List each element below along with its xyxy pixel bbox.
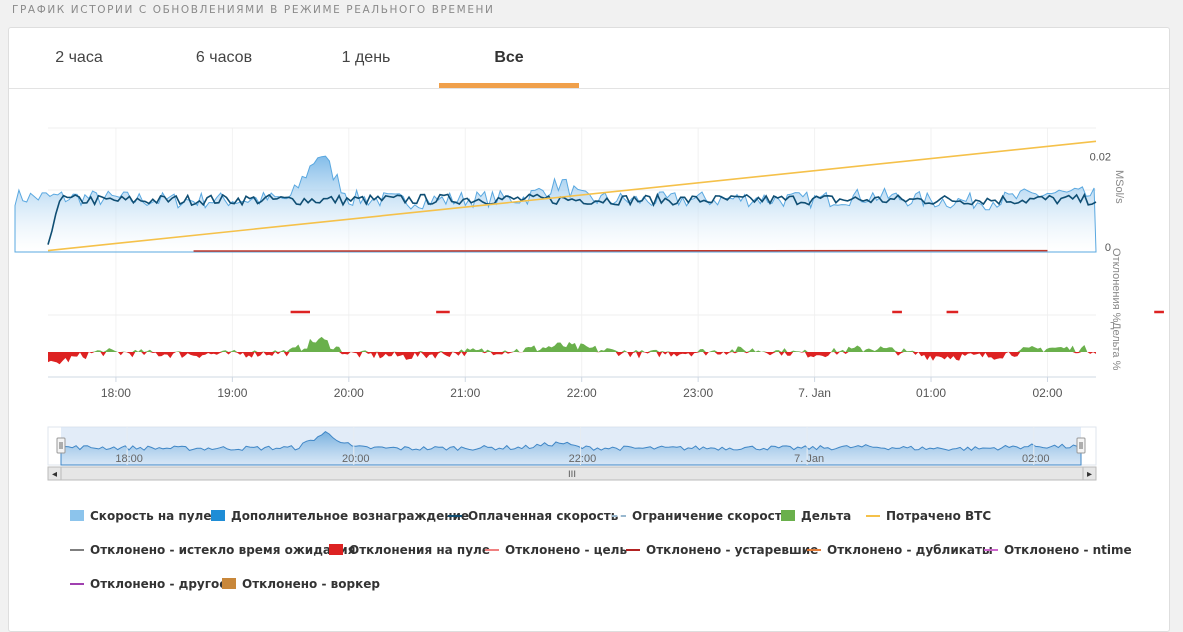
legend-label: Отклонено - воркер — [242, 577, 380, 591]
legend-item-rej-worker[interactable]: Отклонено - воркер — [222, 576, 380, 592]
x-tick-label: 21:00 — [450, 386, 480, 400]
legend-label: Отклонено - ntime — [1004, 543, 1132, 557]
legend-label: Дельта — [801, 509, 851, 523]
legend-label: Отклонения на пуле — [349, 543, 490, 557]
scrollbar-grip-icon: III — [568, 470, 576, 480]
legend-row-3: Отклонено - другое Отклонено - воркер — [70, 576, 1160, 610]
navigator-tick-label: 18:00 — [115, 453, 143, 465]
legend-label: Отклонено - истекло время ожидания — [90, 543, 355, 557]
y-axis-title: MSol/s — [1113, 170, 1125, 204]
legend-item-bonus[interactable]: Дополнительное вознаграждение — [211, 508, 469, 524]
y-axis-title: Отклонения % — [1110, 248, 1122, 323]
navigator-tick-label: 22:00 — [569, 453, 597, 465]
navigator-tick-label: 7. Jan — [794, 453, 824, 465]
legend-label: Отклонено - цель — [505, 543, 627, 557]
legend-item-speed-limit[interactable]: Ограничение скорости — [612, 508, 790, 524]
box-swatch-icon — [70, 510, 84, 521]
series-area-delta-positive — [48, 337, 1096, 352]
legend-label: Оплаченная скорость — [468, 509, 618, 523]
box-swatch-icon — [781, 510, 795, 521]
box-swatch-icon — [329, 544, 343, 555]
legend-item-rej-ntime[interactable]: Отклонено - ntime — [984, 542, 1132, 558]
legend-item-pool-speed[interactable]: Скорость на пуле — [70, 508, 211, 524]
legend-label: Потрачено BTC — [886, 509, 991, 523]
x-tick-label: 23:00 — [683, 386, 713, 400]
chart-legend: Скорость на пуле Дополнительное вознагра… — [70, 508, 1160, 610]
box-swatch-icon — [211, 510, 225, 521]
navigator-handle-left[interactable] — [57, 438, 65, 453]
line-swatch-icon — [626, 549, 640, 551]
legend-label: Ограничение скорости — [632, 509, 790, 523]
legend-item-delta[interactable]: Дельта — [781, 508, 851, 524]
legend-label: Отклонено - дубликаты — [827, 543, 993, 557]
line-swatch-icon — [70, 549, 84, 551]
line-swatch-icon — [448, 515, 462, 517]
legend-item-rej-pool[interactable]: Отклонения на пуле — [329, 542, 490, 558]
line-swatch-icon — [807, 549, 821, 551]
y-tick-label: 0.02 — [1090, 152, 1111, 164]
x-tick-label: 22:00 — [567, 386, 597, 400]
x-tick-label: 20:00 — [334, 386, 364, 400]
legend-label: Отклонено - другое — [90, 577, 227, 591]
y-axis-title: Дельта % — [1110, 322, 1122, 371]
legend-label: Отклонено - устаревшие — [646, 543, 818, 557]
navigator-handle-right[interactable] — [1077, 438, 1085, 453]
x-tick-label: 7. Jan — [798, 386, 831, 400]
x-tick-label: 19:00 — [217, 386, 247, 400]
legend-item-paid-speed[interactable]: Оплаченная скорость — [448, 508, 618, 524]
line-swatch-icon — [485, 549, 499, 551]
navigator-tick-label: 02:00 — [1022, 453, 1050, 465]
legend-label: Дополнительное вознаграждение — [231, 509, 469, 523]
series-area-delta-negative — [48, 352, 1096, 364]
x-tick-label: 01:00 — [916, 386, 946, 400]
chevron-right-icon: ▸ — [1087, 469, 1092, 480]
legend-item-rej-timeout[interactable]: Отклонено - истекло время ожидания — [70, 542, 355, 558]
navigator-tick-label: 20:00 — [342, 453, 370, 465]
legend-item-rej-target[interactable]: Отклонено - цель — [485, 542, 627, 558]
line-swatch-icon — [866, 515, 880, 517]
legend-item-rej-other[interactable]: Отклонено - другое — [70, 576, 227, 592]
legend-item-rej-stale[interactable]: Отклонено - устаревшие — [626, 542, 818, 558]
legend-row-2: Отклонено - истекло время ожидания Откло… — [70, 542, 1160, 576]
x-tick-label: 18:00 — [101, 386, 131, 400]
legend-row-1: Скорость на пуле Дополнительное вознагра… — [70, 508, 1160, 542]
chevron-left-icon: ◂ — [52, 469, 57, 480]
x-tick-label: 02:00 — [1032, 386, 1062, 400]
line-swatch-icon — [70, 583, 84, 585]
box-swatch-icon — [222, 578, 236, 589]
dash-swatch-icon — [612, 515, 626, 517]
line-swatch-icon — [984, 549, 998, 551]
legend-label: Скорость на пуле — [90, 509, 211, 523]
legend-item-rej-duplicate[interactable]: Отклонено - дубликаты — [807, 542, 993, 558]
legend-item-btc-spent[interactable]: Потрачено BTC — [866, 508, 991, 524]
